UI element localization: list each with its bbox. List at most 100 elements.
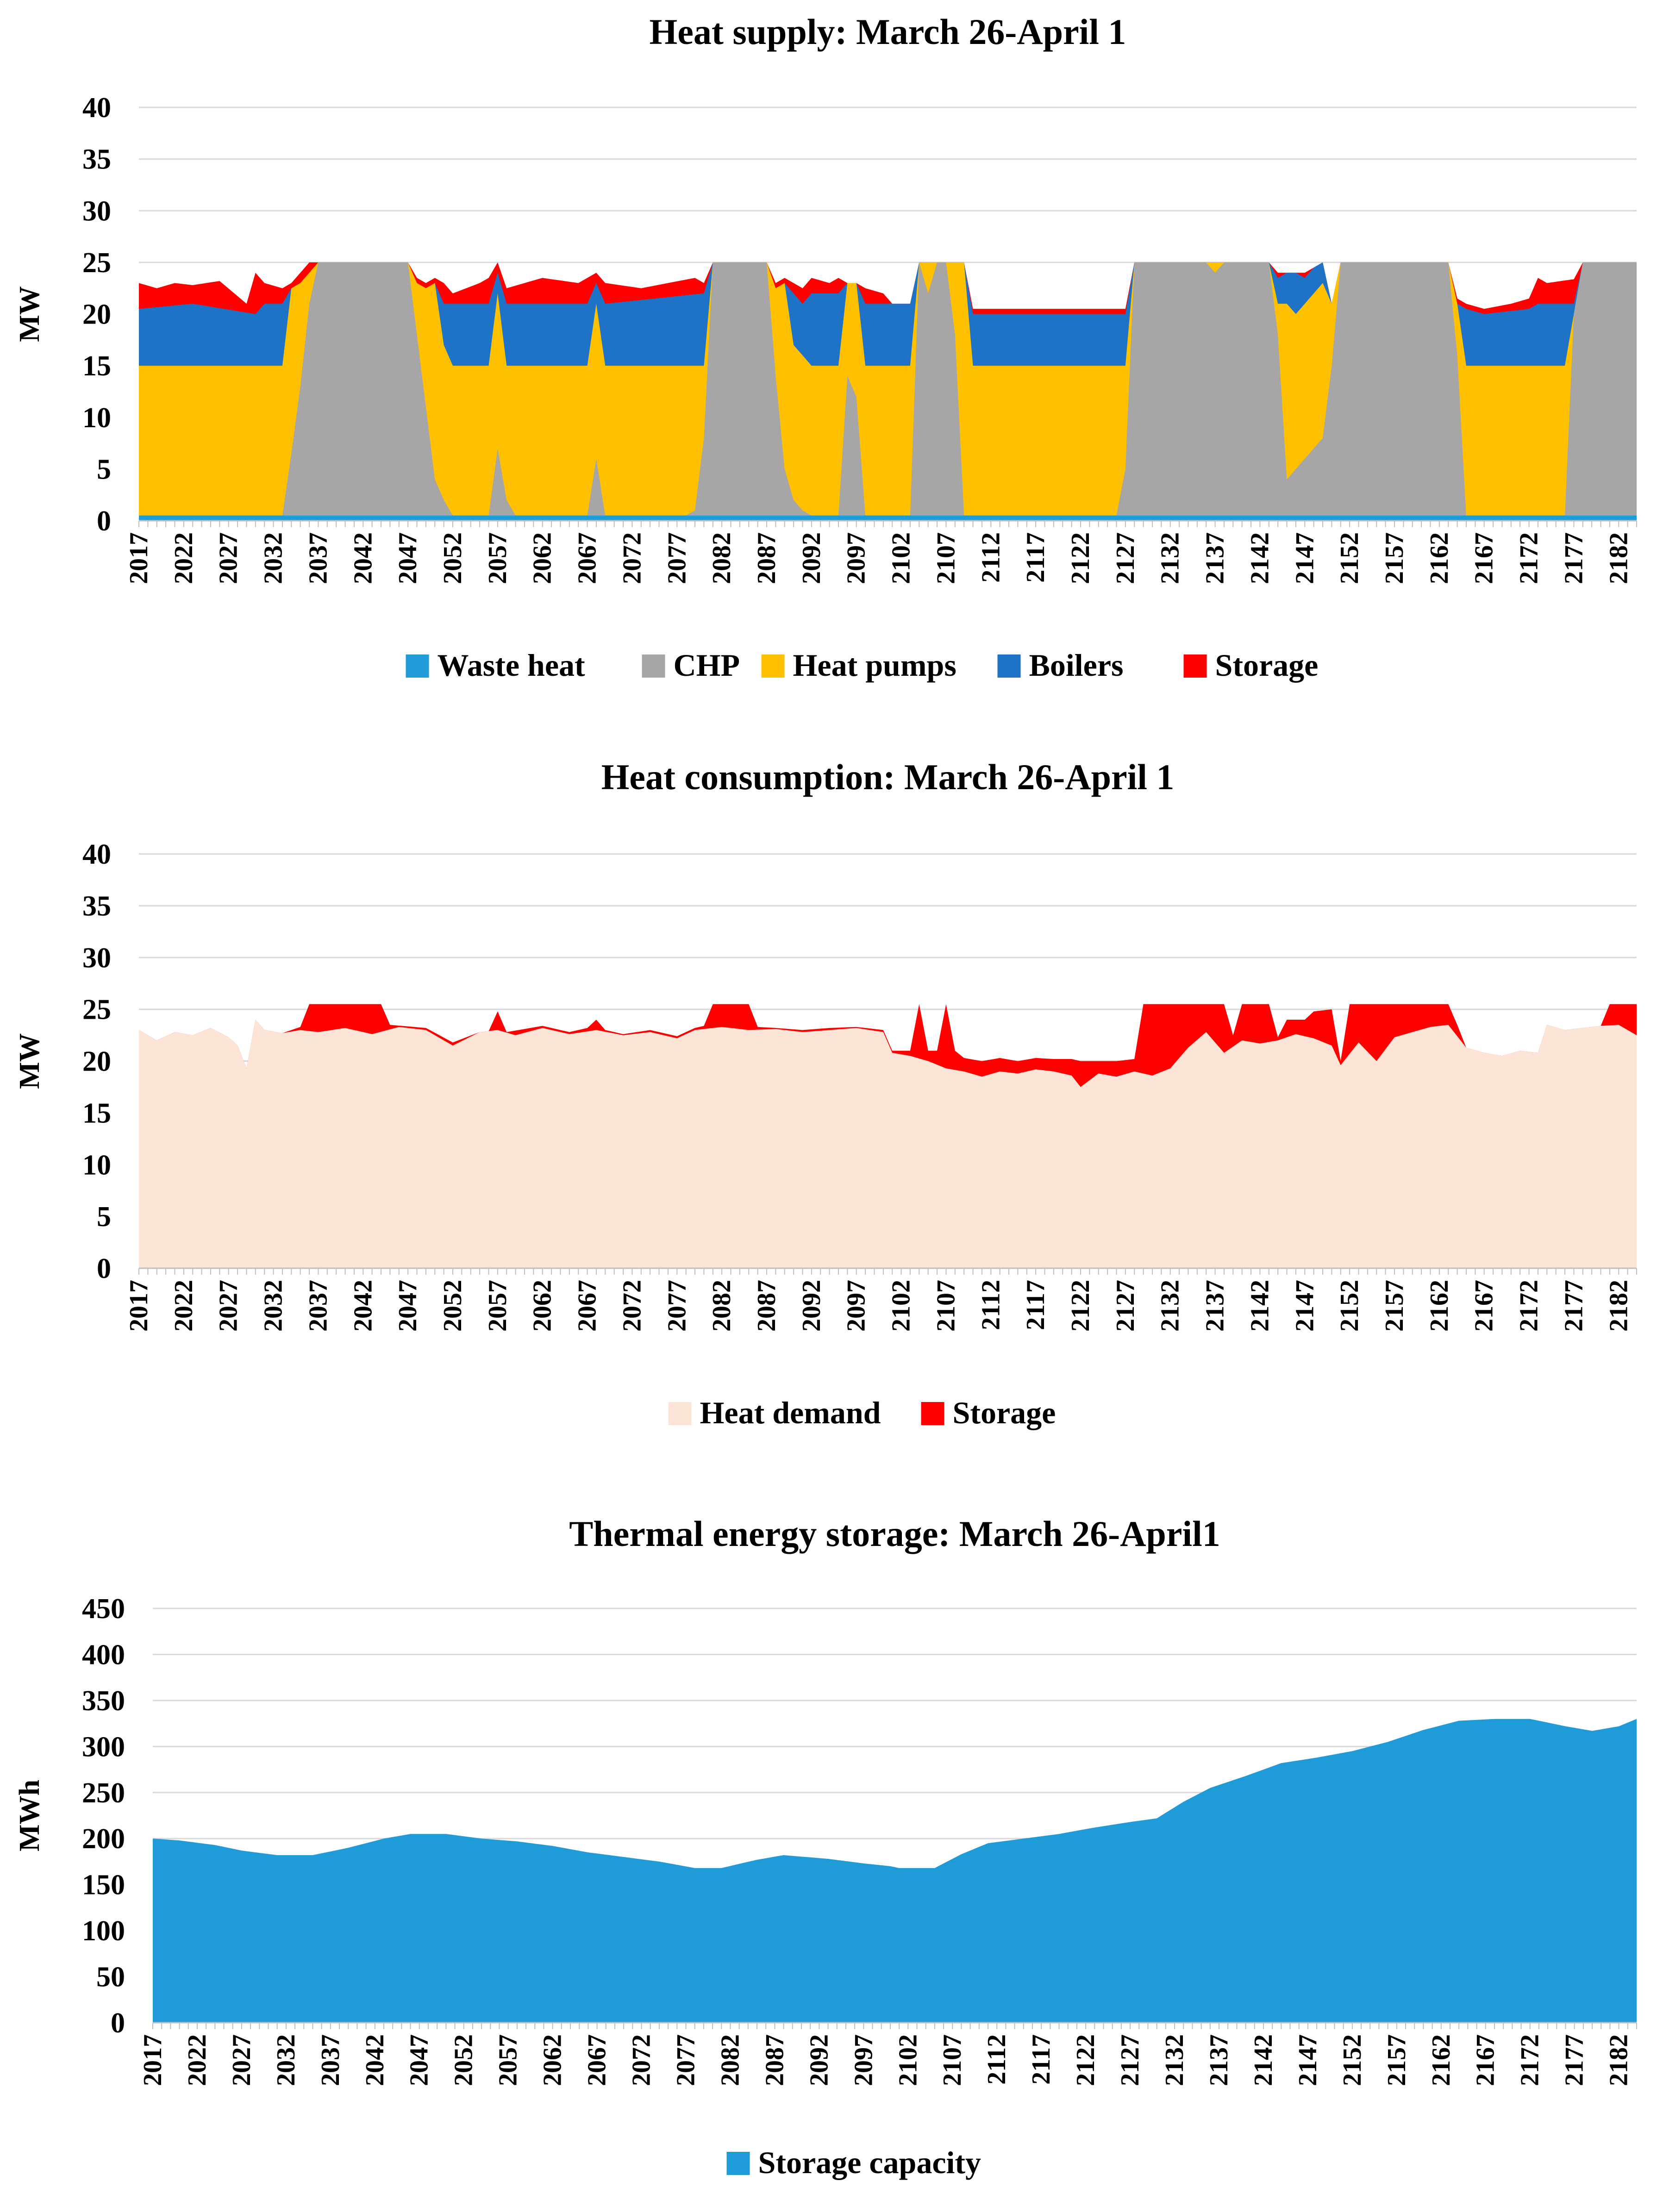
y-tick-label: 35 [82,144,111,175]
y-tick-label: 25 [82,247,111,279]
area-series-heat-demand [139,1020,1637,1268]
x-tick-label: 2057 [483,532,512,584]
x-tick-label: 2162 [1425,532,1454,584]
y-tick-label: 20 [82,1046,111,1078]
legend-swatch-storage-capacity [726,2152,750,2175]
x-tick-label: 2142 [1245,532,1274,584]
x-tick-label: 2112 [976,532,1005,583]
y-axis-label: MWh [14,1780,45,1851]
x-tick-label: 2102 [894,2034,922,2086]
legend-swatch-waste-heat [406,654,429,678]
x-tick-label: 2117 [1021,532,1050,583]
x-tick-label: 2137 [1201,1280,1230,1332]
chart-title: Heat consumption: March 26-April 1 [601,757,1175,797]
x-tick-label: 2087 [760,2034,789,2086]
y-tick-label: 450 [82,1593,125,1625]
legend: Heat demand Storage [668,1395,1056,1430]
legend-label-storage: Storage [953,1395,1056,1430]
y-tick-label: 30 [82,942,111,974]
x-tick-label: 2062 [538,2034,567,2086]
x-tick-label: 2022 [169,532,198,584]
x-tick-label: 2032 [272,2034,300,2086]
x-tick-label: 2072 [618,532,646,584]
x-tick-label: 2172 [1515,1280,1544,1332]
x-tick-label: 2122 [1071,2034,1100,2086]
y-tick-label: 40 [82,839,111,870]
y-tick-label: 10 [82,402,111,434]
area-series-chp [139,262,1637,521]
chart-title: Thermal energy storage: March 26-April1 [569,1514,1220,1554]
x-tick-label: 2167 [1471,2034,1500,2086]
x-tick-label: 2072 [618,1280,646,1332]
x-tick-label: 2082 [707,1280,736,1332]
x-tick-label: 2052 [438,532,467,584]
x-tick-label: 2097 [849,2034,878,2086]
x-tick-label: 2087 [752,532,781,584]
legend: Storage capacity [726,2145,981,2180]
x-tick-label: 2147 [1290,1280,1319,1332]
y-tick-label: 100 [82,1915,125,1947]
y-axis-label: MW [14,286,45,342]
x-tick-label: 2067 [583,2034,612,2086]
x-tick-label: 2122 [1066,532,1095,584]
x-tick-label: 2092 [797,532,826,584]
y-tick-label: 0 [97,1253,111,1284]
x-tick-label: 2022 [183,2034,212,2086]
legend-label-heat-demand: Heat demand [700,1395,881,1430]
x-tick-label: 2132 [1160,2034,1189,2086]
x-tick-label: 2127 [1111,532,1140,584]
y-tick-label: 5 [97,1201,111,1233]
legend-label-heat-pumps: Heat pumps [793,648,957,683]
x-tick-label: 2042 [349,1280,377,1332]
x-tick-label: 2182 [1604,1280,1633,1332]
y-tick-label: 200 [82,1823,125,1855]
y-tick-label: 20 [82,299,111,330]
x-tick-label: 2182 [1604,532,1633,584]
x-tick-label: 2052 [438,1280,467,1332]
x-tick-label: 2067 [573,532,602,584]
x-tick-label: 2092 [805,2034,833,2086]
y-axis-label: MW [14,1033,45,1089]
y-tick-label: 350 [82,1685,125,1717]
x-tick-label: 2047 [405,2034,434,2086]
x-tick-label: 2182 [1605,2034,1633,2086]
y-tick-label: 15 [82,1097,111,1129]
x-tick-label: 2067 [573,1280,602,1332]
x-tick-label: 2042 [361,2034,389,2086]
x-tick-label: 2137 [1201,532,1230,584]
x-tick-label: 2047 [394,1280,422,1332]
y-tick-label: 10 [82,1149,111,1181]
legend-swatch-heat-demand [668,1402,692,1425]
x-tick-label: 2107 [938,2034,967,2086]
x-tick-label: 2177 [1560,2034,1589,2086]
x-tick-label: 2027 [227,2034,256,2086]
x-tick-label: 2122 [1066,1280,1095,1332]
legend-swatch-storage [1183,654,1207,678]
x-tick-label: 2152 [1335,1280,1364,1332]
x-tick-label: 2127 [1111,1280,1140,1332]
x-tick-label: 2117 [1021,1280,1050,1330]
x-tick-label: 2132 [1156,532,1185,584]
x-tick-label: 2152 [1338,2034,1367,2086]
legend: Waste heat CHP Heat pumps Boilers Storage [406,648,1318,683]
y-tick-label: 50 [96,1962,125,1993]
area-series-waste-heat [139,515,1637,521]
area-series-storage-capacity [153,1719,1637,2023]
x-tick-label: 2097 [842,1280,871,1332]
chart-title: Heat supply: March 26-April 1 [650,12,1126,52]
x-tick-label: 2142 [1249,2034,1278,2086]
x-tick-label: 2102 [887,1280,916,1332]
x-tick-label: 2047 [394,532,422,584]
x-tick-label: 2092 [797,1280,826,1332]
x-tick-label: 2132 [1156,1280,1185,1332]
legend-swatch-heat-pumps [761,654,785,678]
x-tick-label: 2027 [214,532,243,584]
chart-panel-1: Heat supply: March 26-April 1 0 5 10 15 20 25 3… [14,12,1637,683]
x-tick-label: 2037 [304,1280,332,1332]
y-tick-label: 0 [111,2007,125,2039]
legend-label-boilers: Boilers [1029,648,1124,683]
x-tick-label: 2082 [716,2034,744,2086]
y-tick-label: 35 [82,891,111,922]
legend-swatch-boilers [997,654,1021,678]
x-tick-label: 2017 [138,2034,167,2086]
